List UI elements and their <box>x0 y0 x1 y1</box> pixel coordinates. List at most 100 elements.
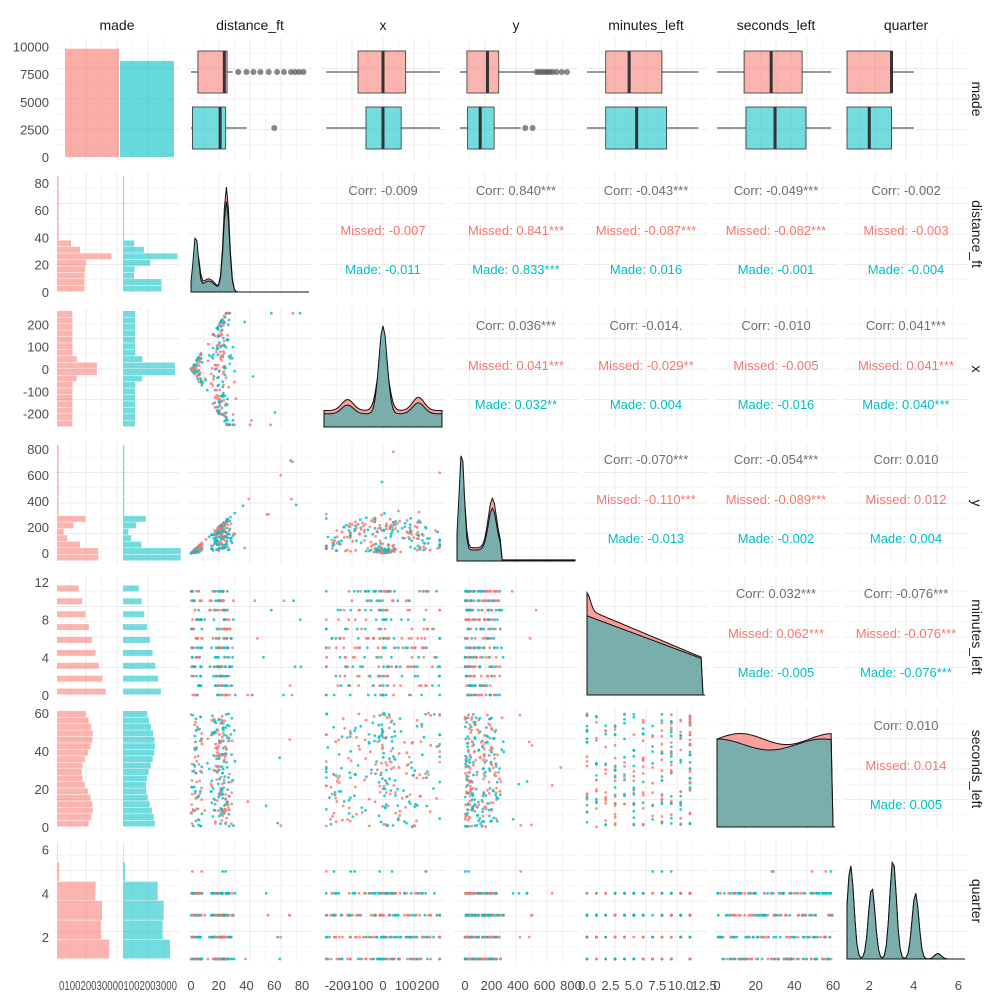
scatter-point <box>199 543 202 546</box>
scatter-point <box>614 757 617 760</box>
scatter-point <box>418 914 421 917</box>
scatter-point <box>393 723 396 726</box>
row-strip-label: x <box>969 366 985 373</box>
scatter-point <box>377 545 380 548</box>
scatter-point <box>405 822 408 825</box>
density-seconds_left <box>717 734 835 828</box>
corr-overall: Corr: 0.036*** <box>476 318 556 333</box>
hist-bar-made <box>123 585 139 591</box>
scatter-point <box>200 740 203 743</box>
scatter-point <box>249 423 252 426</box>
scatter-point <box>330 958 333 961</box>
scatter-point <box>479 717 482 720</box>
scatter-point <box>199 958 202 961</box>
scatter-point <box>358 646 361 649</box>
scatter-point <box>228 529 231 532</box>
scatter-point <box>495 817 498 820</box>
scatter-point <box>750 914 753 917</box>
scatter-point <box>642 719 645 722</box>
scatter-point <box>438 743 441 746</box>
scatter-point <box>467 775 470 778</box>
scatter-point <box>424 870 427 873</box>
scatter-point <box>365 775 368 778</box>
scatter-point <box>228 618 231 621</box>
scatter-point <box>384 551 387 554</box>
corr-overall: Corr: 0.041*** <box>866 318 946 333</box>
scatter-point <box>642 765 645 768</box>
scatter-point <box>800 892 803 895</box>
panel-minutes_left-x <box>321 576 445 698</box>
scatter-point <box>388 958 391 961</box>
scatter-point <box>222 732 225 735</box>
scatter-point <box>220 400 223 403</box>
scatter-point <box>485 726 488 729</box>
corr-missed: Missed: -0.029** <box>598 358 693 373</box>
scatter-point <box>221 787 224 790</box>
scatter-point <box>595 892 598 895</box>
scatter-point <box>337 739 340 742</box>
scatter-point <box>411 936 414 939</box>
scatter-point <box>519 714 522 717</box>
scatter-point <box>470 665 473 668</box>
scatter-point <box>388 757 391 760</box>
scatter-point <box>349 535 352 538</box>
scatter-point <box>623 718 626 721</box>
scatter-point <box>604 799 607 802</box>
corr-overall: Corr: -0.070*** <box>604 452 689 467</box>
scatter-point <box>384 936 387 939</box>
scatter-point <box>604 802 607 805</box>
scatter-point <box>370 914 373 917</box>
hist-bar-missed <box>57 408 72 414</box>
scatter-point <box>485 759 488 762</box>
scatter-point <box>803 914 806 917</box>
scatter-point <box>329 914 332 917</box>
scatter-point <box>194 797 197 800</box>
scatter-point <box>388 716 391 719</box>
scatter-point <box>375 618 378 621</box>
corr-missed: Missed: -0.082*** <box>726 223 826 238</box>
scatter-point <box>368 892 371 895</box>
corr-panel-minutes_left-seconds_left: Corr: 0.032***Missed: 0.062***Made: -0.0… <box>728 586 824 680</box>
scatter-point <box>438 817 441 820</box>
scatter-point <box>614 822 617 825</box>
scatter-point <box>351 665 354 668</box>
hist-bar-missed <box>57 471 59 477</box>
scatter-point <box>474 665 477 668</box>
corr-overall: Corr: 0.840*** <box>476 183 556 198</box>
scatter-point <box>325 768 328 771</box>
scatter-point <box>391 719 394 722</box>
scatter-point <box>199 665 202 668</box>
scatter-point <box>200 646 203 649</box>
scatter-point <box>217 353 220 356</box>
scatter-point <box>220 609 223 612</box>
scatter-point <box>365 550 368 553</box>
scatter-point <box>670 870 673 873</box>
scatter-point <box>614 914 617 917</box>
scatter-point <box>276 822 279 825</box>
scatter-point <box>397 914 400 917</box>
scatter-point <box>472 713 475 716</box>
scatter-point <box>397 510 400 513</box>
scatter-point <box>420 892 423 895</box>
scatter-point <box>325 712 328 715</box>
hist-bar-missed <box>57 585 79 591</box>
scatter-point <box>475 628 478 631</box>
scatter-point <box>377 724 380 727</box>
scatter-point <box>401 646 404 649</box>
scatter-point <box>325 646 328 649</box>
scatter-point <box>481 656 484 659</box>
scatter-point <box>736 936 739 939</box>
scatter-point <box>623 765 626 768</box>
scatter-point <box>224 684 227 687</box>
scatter-point <box>489 820 492 823</box>
scatter-point <box>425 527 428 530</box>
scatter-point <box>485 806 488 809</box>
scatter-point <box>394 794 397 797</box>
scatter-point <box>218 757 221 760</box>
scatter-point <box>224 870 227 873</box>
scatter-point <box>472 764 475 767</box>
scatter-point <box>233 370 236 373</box>
scatter-point <box>488 646 491 649</box>
scatter-point <box>201 361 204 364</box>
scatter-point <box>224 374 227 377</box>
